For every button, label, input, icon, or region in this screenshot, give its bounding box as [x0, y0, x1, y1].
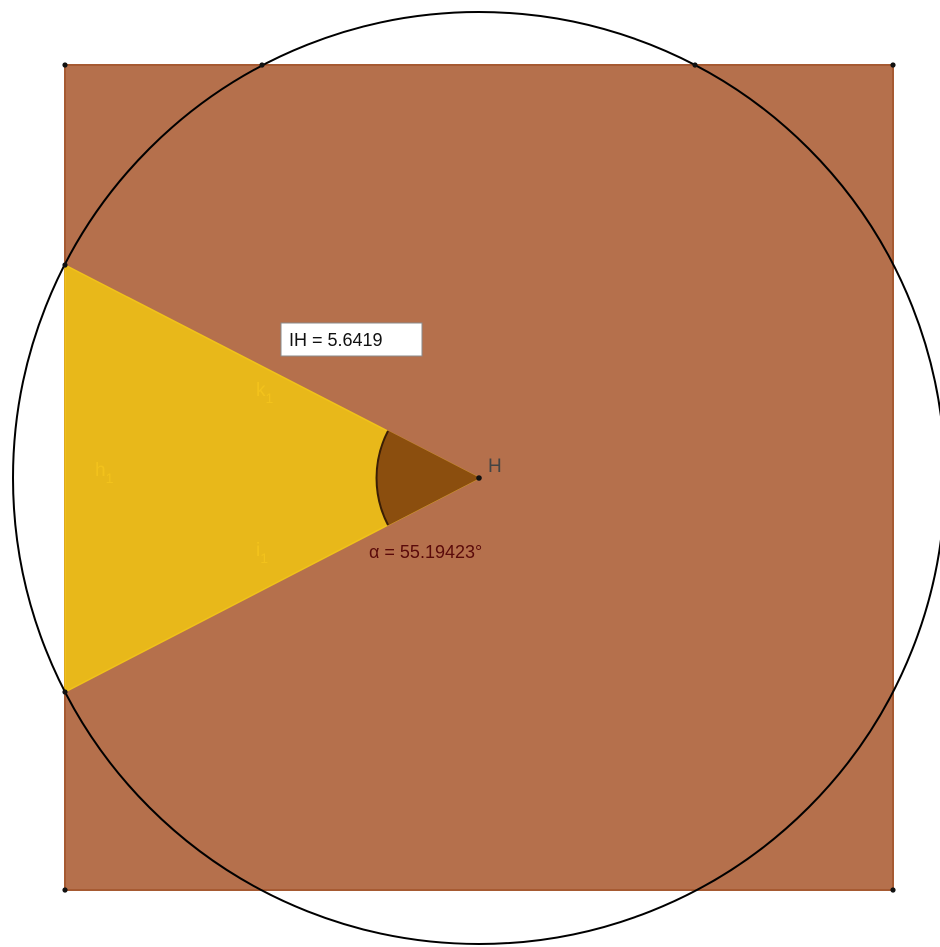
point-circle-top-left-intersection[interactable]	[259, 62, 265, 68]
point-square-top-right[interactable]	[890, 62, 896, 68]
distance-caption-box	[280, 322, 423, 357]
point-square-bottom-left[interactable]	[62, 887, 68, 893]
point-H-label: H	[488, 456, 502, 477]
angle-alpha-caption[interactable]: α = 55.19423°	[369, 542, 482, 562]
segment-i1-label: i1	[256, 540, 268, 566]
distance-caption-text: IH = 5.6419	[289, 330, 383, 350]
segment-h1-label: h1	[95, 460, 114, 486]
circle-c[interactable]	[12, 11, 940, 945]
segment-k1-label: k1	[256, 380, 274, 406]
point-H[interactable]	[476, 475, 482, 481]
triangle-sector[interactable]	[64, 263, 481, 694]
point-circle-top-right-intersection[interactable]	[692, 62, 698, 68]
point-square-bottom-right[interactable]	[890, 887, 896, 893]
angle-alpha-arc	[375, 430, 389, 526]
point-square-top-left[interactable]	[62, 62, 68, 68]
point-sector-lower-vertex[interactable]	[62, 689, 68, 695]
point-sector-upper-vertex[interactable]	[62, 262, 68, 268]
distance-caption[interactable]: IH = 5.6419	[280, 322, 423, 357]
